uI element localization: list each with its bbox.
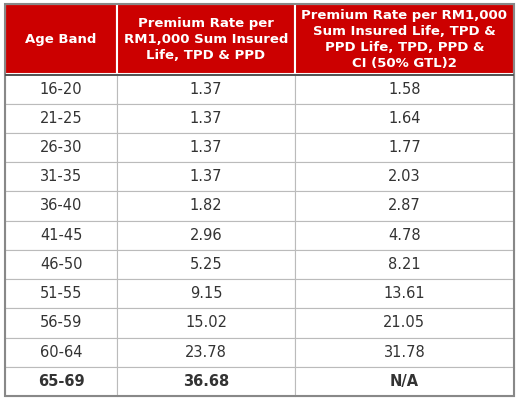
Bar [117, 279, 295, 308]
Text: 1.37: 1.37 [190, 82, 222, 96]
Text: 60-64: 60-64 [40, 345, 82, 360]
Text: 56-59: 56-59 [40, 316, 82, 330]
Bar [295, 220, 513, 250]
Bar [117, 4, 295, 74]
Bar [5, 191, 117, 220]
Bar [5, 104, 117, 133]
Text: 41-45: 41-45 [40, 228, 82, 243]
Bar [295, 162, 513, 191]
Bar [117, 104, 295, 133]
Text: 2.03: 2.03 [388, 169, 421, 184]
Bar [5, 250, 117, 279]
Bar [5, 133, 117, 162]
Bar [5, 162, 117, 191]
Bar [117, 220, 295, 250]
Text: 21-25: 21-25 [40, 111, 82, 126]
Bar [295, 308, 513, 338]
Text: Age Band: Age Band [25, 33, 97, 46]
Text: N/A: N/A [390, 374, 419, 389]
Text: 2.87: 2.87 [388, 198, 421, 214]
Text: 16-20: 16-20 [40, 82, 82, 96]
Bar [117, 367, 295, 396]
Bar [117, 338, 295, 367]
Text: 1.58: 1.58 [388, 82, 421, 96]
Text: 23.78: 23.78 [185, 345, 227, 360]
Bar [117, 74, 295, 104]
Bar [295, 367, 513, 396]
Text: 5.25: 5.25 [190, 257, 222, 272]
Text: 2.96: 2.96 [190, 228, 222, 243]
Text: 1.37: 1.37 [190, 169, 222, 184]
Bar [5, 74, 513, 76]
Bar [5, 367, 117, 396]
Bar [295, 104, 513, 133]
Bar [117, 250, 295, 279]
Text: 1.37: 1.37 [190, 111, 222, 126]
Text: Premium Rate per
RM1,000 Sum Insured
Life, TPD & PPD: Premium Rate per RM1,000 Sum Insured Lif… [124, 17, 288, 62]
Text: 51-55: 51-55 [40, 286, 82, 301]
Bar [295, 4, 513, 74]
Text: 31.78: 31.78 [383, 345, 425, 360]
Text: 1.37: 1.37 [190, 140, 222, 155]
Bar [295, 279, 513, 308]
Text: Premium Rate per RM1,000
Sum Insured Life, TPD &
PPD Life, TPD, PPD &
CI (50% GT: Premium Rate per RM1,000 Sum Insured Lif… [301, 9, 507, 70]
Text: 4.78: 4.78 [388, 228, 421, 243]
Text: 36.68: 36.68 [183, 374, 229, 389]
Bar [5, 308, 117, 338]
Bar [117, 191, 295, 220]
Text: 36-40: 36-40 [40, 198, 82, 214]
Text: 46-50: 46-50 [40, 257, 82, 272]
Text: 65-69: 65-69 [38, 374, 84, 389]
Text: 1.77: 1.77 [388, 140, 421, 155]
Bar [117, 162, 295, 191]
Text: 9.15: 9.15 [190, 286, 222, 301]
Text: 13.61: 13.61 [383, 286, 425, 301]
Bar [295, 133, 513, 162]
Bar [295, 74, 513, 104]
Bar [5, 220, 117, 250]
Bar [295, 250, 513, 279]
Bar [117, 133, 295, 162]
Bar [5, 338, 117, 367]
Text: 21.05: 21.05 [383, 316, 425, 330]
Bar [5, 279, 117, 308]
Text: 1.64: 1.64 [388, 111, 421, 126]
Bar [5, 4, 117, 74]
Text: 26-30: 26-30 [40, 140, 82, 155]
Bar [117, 308, 295, 338]
Text: 15.02: 15.02 [185, 316, 227, 330]
Text: 31-35: 31-35 [40, 169, 82, 184]
Bar [295, 338, 513, 367]
Text: 1.82: 1.82 [190, 198, 222, 214]
Text: 8.21: 8.21 [388, 257, 421, 272]
Bar [295, 191, 513, 220]
Bar [5, 74, 117, 104]
